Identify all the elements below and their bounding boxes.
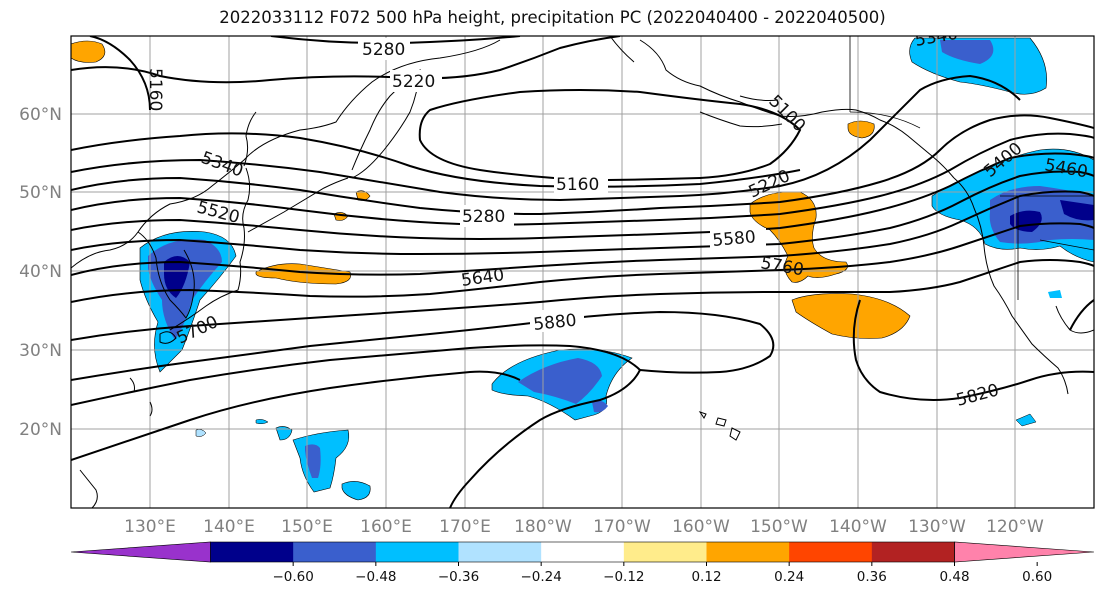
colorbar-segment: [706, 542, 790, 562]
colorbar-tick-label: 0.60: [1022, 569, 1052, 585]
colorbar-tick-label: −0.60: [272, 569, 313, 585]
map-frame: [70, 35, 1095, 509]
colorbar-segment: [210, 542, 294, 562]
contour-label-5280-mid: 5280: [462, 207, 505, 227]
colorbar-tick-label: 0.12: [691, 569, 721, 585]
colorbar-tick-label: −0.36: [438, 569, 479, 585]
colorbar-segment: [871, 542, 955, 562]
lat-label-60n: 60°N: [19, 105, 62, 125]
lat-label-30n: 30°N: [19, 341, 62, 361]
colorbar-ticks: −0.60 −0.48 −0.36 −0.24 −0.12 0.12 0.24 0.36 0.4…: [272, 562, 1052, 585]
lon-label-140e: 140°E: [203, 517, 255, 537]
colorbar-segment: [293, 542, 377, 562]
contour-label-5220: 5220: [392, 72, 435, 92]
colorbar-segment: [375, 542, 459, 562]
height-contours: [71, 36, 1094, 508]
colorbar-segment: [954, 541, 1095, 563]
colorbar-tick-label: 0.48: [939, 569, 969, 585]
contour-label-5160: 5160: [556, 175, 599, 195]
lat-label-50n: 50°N: [19, 183, 62, 203]
colorbar-segments: [70, 541, 1095, 563]
longitude-labels: 130°E 140°E 150°E 160°E 170°E 180°W 170°…: [124, 517, 1044, 537]
colorbar-segment: [70, 541, 211, 563]
contour-label-5580: 5580: [712, 227, 757, 251]
colorbar-tick-label: 0.24: [774, 569, 804, 585]
colorbar-segment: [789, 542, 873, 562]
map-title: 2022033112 F072 500 hPa height, precipit…: [219, 8, 886, 27]
colorbar: −0.60 −0.48 −0.36 −0.24 −0.12 0.12 0.24 0.36 0.4…: [70, 541, 1095, 585]
latitude-labels: 60°N 50°N 40°N 30°N 20°N: [19, 105, 62, 440]
lon-label-180w: 180°W: [514, 517, 572, 537]
colorbar-tick-label: −0.24: [520, 569, 561, 585]
colorbar-segment: [541, 542, 625, 562]
map-area: 5280 5220 5160 5100 5160 5340 5520 5280 …: [71, 36, 1094, 508]
contour-label-5160-west: 5160: [145, 68, 165, 111]
colorbar-tick-label: 0.36: [857, 569, 887, 585]
contour-label-5280: 5280: [362, 40, 405, 60]
lon-label-130e: 130°E: [124, 517, 176, 537]
lon-label-160w: 160°W: [672, 517, 730, 537]
borders: [849, 36, 1094, 300]
colorbar-tick-label: −0.12: [603, 569, 644, 585]
colorbar-frame: [210, 541, 955, 563]
lon-label-170e: 170°E: [439, 517, 491, 537]
lon-label-150e: 150°E: [281, 517, 333, 537]
lon-label-160e: 160°E: [360, 517, 412, 537]
lon-label-150w: 150°W: [750, 517, 808, 537]
lon-label-140w: 140°W: [829, 517, 887, 537]
colorbar-segment: [623, 542, 707, 562]
lat-label-40n: 40°N: [19, 262, 62, 282]
lat-label-20n: 20°N: [19, 420, 62, 440]
lon-label-120w: 120°W: [986, 517, 1044, 537]
contour-label-5880: 5880: [532, 311, 577, 335]
colorbar-tick-label: −0.48: [355, 569, 396, 585]
lon-label-170w: 170°W: [593, 517, 651, 537]
colorbar-segment: [458, 542, 542, 562]
lon-label-130w: 130°W: [908, 517, 966, 537]
